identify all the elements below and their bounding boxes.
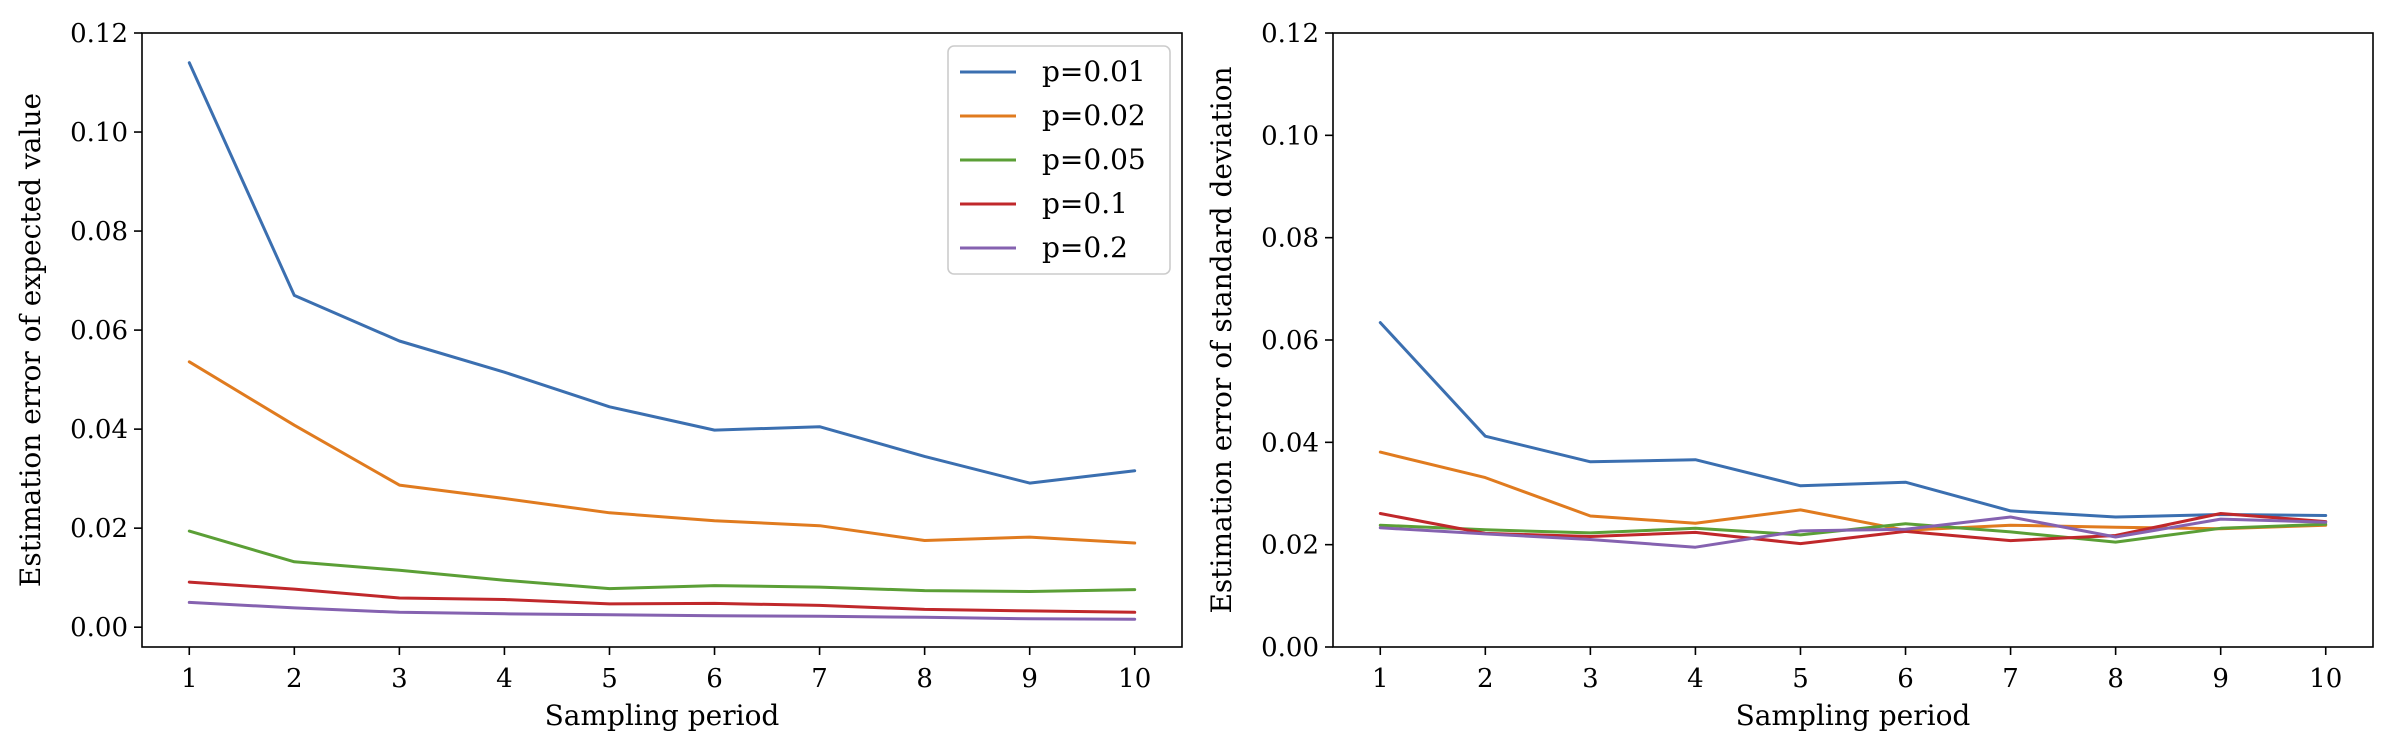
x-tick-label: 4 xyxy=(496,664,513,694)
x-tick-label: 10 xyxy=(2309,664,2342,694)
legend-box xyxy=(947,45,1171,275)
y-tick-label: 0.02 xyxy=(70,514,128,544)
y-axis-label: Estimation error of standard deviation xyxy=(1205,66,1238,613)
y-tick-label: 0.02 xyxy=(1261,531,1319,561)
x-tick-label: 3 xyxy=(1582,664,1599,694)
x-tick-label: 5 xyxy=(601,664,618,694)
chart-1: 1 2 3 4 5 6 7 8 9 10 0.00 0.02 0.04 0.06 0.08 0.10 0.12 S… xyxy=(14,19,1183,732)
x-tick-label: 8 xyxy=(2107,664,2124,694)
y-axis-label: Estimation error of expected value xyxy=(14,93,47,587)
x-tick-label: 6 xyxy=(1897,664,1914,694)
y-tick-label: 0.06 xyxy=(1261,326,1319,356)
x-tick-label: 3 xyxy=(391,664,408,694)
x-axis-label: Sampling period xyxy=(1736,699,1971,732)
y-tick-label: 0.00 xyxy=(1261,633,1319,663)
x-tick-label: 10 xyxy=(1118,664,1151,694)
y-tick-label: 0.04 xyxy=(1261,428,1319,458)
series-line-p-0-02 xyxy=(187,360,1137,545)
x-tick-label: 4 xyxy=(1687,664,1704,694)
series-line-p-0-05 xyxy=(187,529,1137,593)
x-tick-label: 8 xyxy=(916,664,933,694)
y-tick-label: 0.06 xyxy=(70,316,128,346)
x-tick-label: 5 xyxy=(1792,664,1809,694)
series-line-p-0-1 xyxy=(187,580,1137,614)
chart-2: 1 2 3 4 5 6 7 8 9 10 0.00 0.02 0.04 0.06 0.08 0.10 0.12 S… xyxy=(1205,19,2374,732)
x-tick-label: 7 xyxy=(811,664,828,694)
x-tick-label: 7 xyxy=(2002,664,2019,694)
legend-label: p=0.05 xyxy=(1042,143,1146,176)
x-tick-label: 2 xyxy=(1477,664,1494,694)
legend-label: p=0.1 xyxy=(1042,187,1128,220)
x-tick-label: 6 xyxy=(706,664,723,694)
series-line-p-0-2 xyxy=(1378,515,2328,549)
y-tick-label: 0.10 xyxy=(70,118,128,148)
x-tick-label: 9 xyxy=(2212,664,2229,694)
y-tick-label: 0.10 xyxy=(1261,121,1319,151)
legend-label: p=0.02 xyxy=(1042,99,1146,132)
y-tick-label: 0.08 xyxy=(70,217,128,247)
legend-label: p=0.01 xyxy=(1042,55,1146,88)
series-line-p-0-01 xyxy=(187,61,1137,485)
series-line-p-0-2 xyxy=(187,600,1137,621)
legend: p=0.01 p=0.02 p=0.05 p=0.1 p=0.2 xyxy=(947,45,1171,275)
x-tick-label: 1 xyxy=(181,664,198,694)
legend-label: p=0.2 xyxy=(1042,231,1128,264)
y-tick-label: 0.08 xyxy=(1261,224,1319,254)
x-tick-label: 1 xyxy=(1372,664,1389,694)
y-tick-label: 0.12 xyxy=(70,19,128,49)
series-line-p-0-1 xyxy=(1378,512,2328,546)
y-tick-label: 0.00 xyxy=(70,613,128,643)
x-tick-label: 9 xyxy=(1021,664,1038,694)
x-axis-label: Sampling period xyxy=(545,699,780,732)
series-line-p-0-01 xyxy=(1378,321,2328,519)
y-tick-label: 0.04 xyxy=(70,415,128,445)
y-tick-label: 0.12 xyxy=(1261,19,1319,49)
x-tick-label: 2 xyxy=(286,664,303,694)
plot-frame xyxy=(141,32,1183,648)
